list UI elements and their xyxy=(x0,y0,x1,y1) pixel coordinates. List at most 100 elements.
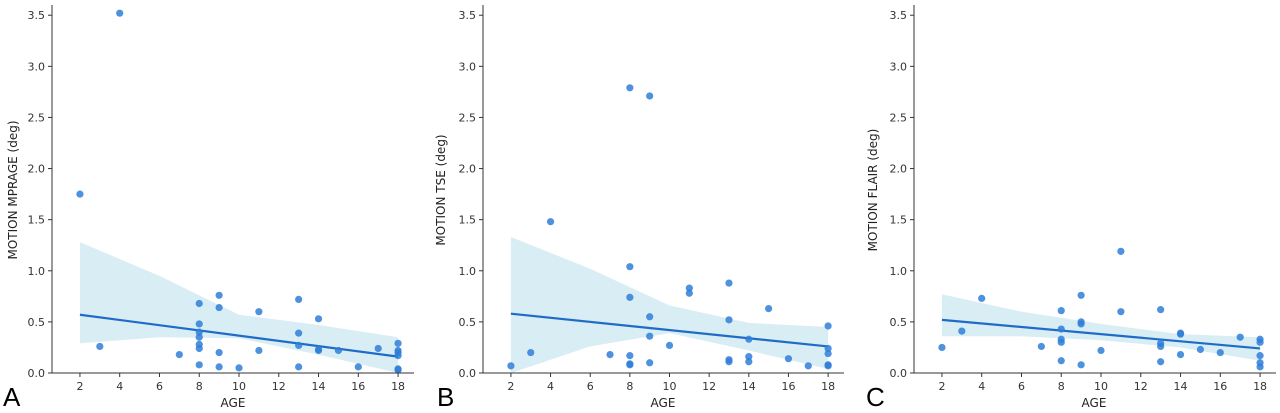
data-point xyxy=(824,362,832,370)
x-tick-label: 2 xyxy=(507,380,514,393)
data-point xyxy=(626,84,634,92)
data-point xyxy=(295,363,303,371)
x-tick-label: 12 xyxy=(702,380,716,393)
panel-letter: C xyxy=(866,382,885,412)
panel-a: MOTION MPRAGE (deg) AGE A 0.0 0.5 1.0 1.5 2.… xyxy=(3,5,414,412)
data-point xyxy=(1117,247,1125,255)
y-axis-label: MOTION FLAIR (deg) xyxy=(866,129,880,252)
y-tick-label: 3.5 xyxy=(890,9,908,22)
y-tick-label: 0.0 xyxy=(890,367,908,380)
y-tick-label: 2.0 xyxy=(459,163,477,176)
y-tick-label: 1.0 xyxy=(28,265,46,278)
x-tick-label: 12 xyxy=(272,380,286,393)
data-point xyxy=(646,92,654,100)
y-tick-label: 0.5 xyxy=(28,316,46,329)
data-point xyxy=(685,289,693,297)
confidence-band xyxy=(79,242,399,373)
data-point xyxy=(1256,363,1264,371)
data-point xyxy=(1077,320,1085,328)
data-point xyxy=(1157,306,1165,314)
data-point xyxy=(725,279,733,287)
y-tick-label: 3.0 xyxy=(28,60,46,73)
x-tick-label: 14 xyxy=(1174,380,1188,393)
data-point xyxy=(1236,333,1244,341)
data-point xyxy=(824,349,832,358)
data-point xyxy=(394,366,402,374)
data-point xyxy=(255,308,263,316)
x-tick-label: 14 xyxy=(742,380,756,393)
data-point xyxy=(1157,358,1165,366)
data-point xyxy=(725,358,733,366)
x-tick-label: 4 xyxy=(978,380,985,393)
y-axis-label: MOTION TSE (deg) xyxy=(434,134,448,245)
y-tick-label: 2.0 xyxy=(28,163,46,176)
data-point xyxy=(745,335,753,343)
data-point xyxy=(1117,308,1125,316)
data-point xyxy=(314,315,323,323)
data-point xyxy=(804,362,812,370)
data-point xyxy=(1097,346,1105,355)
data-point xyxy=(195,333,203,341)
x-tick-label: 2 xyxy=(938,380,945,393)
data-point xyxy=(394,339,402,347)
y-tick-label: 2.5 xyxy=(28,111,46,124)
data-point xyxy=(215,348,223,357)
x-tick-label: 18 xyxy=(1253,380,1267,393)
x-tick-label: 8 xyxy=(1058,380,1065,393)
data-point xyxy=(116,9,124,17)
data-point xyxy=(354,363,362,371)
y-tick-label: 1.5 xyxy=(28,214,46,227)
x-tick-label: 18 xyxy=(821,380,835,393)
data-point xyxy=(334,346,343,355)
x-tick-label: 6 xyxy=(156,380,163,393)
y-tick-label: 3.0 xyxy=(459,60,477,73)
data-point xyxy=(745,358,753,366)
data-point xyxy=(295,341,303,349)
data-point xyxy=(626,263,634,271)
x-tick-label: 2 xyxy=(76,380,83,393)
data-point xyxy=(1077,361,1085,369)
y-tick-label: 1.0 xyxy=(459,265,477,278)
x-tick-label: 4 xyxy=(547,380,554,393)
data-point xyxy=(1077,291,1085,299)
y-tick-label: 1.0 xyxy=(890,265,908,278)
data-point xyxy=(978,294,986,302)
confidence-band xyxy=(510,237,829,373)
data-point xyxy=(195,361,203,369)
data-point xyxy=(546,218,555,226)
data-point xyxy=(507,362,515,370)
data-point xyxy=(76,190,84,198)
data-point xyxy=(1176,330,1185,338)
data-point xyxy=(938,343,946,352)
data-point xyxy=(255,346,263,355)
data-point xyxy=(685,284,693,292)
x-tick-label: 16 xyxy=(351,380,365,393)
y-tick-label: 1.5 xyxy=(890,214,908,227)
panel-letter: B xyxy=(437,382,454,412)
data-point xyxy=(527,348,535,357)
data-point xyxy=(626,352,634,360)
data-point xyxy=(295,295,303,303)
data-point xyxy=(646,332,654,340)
data-point xyxy=(1216,348,1224,357)
data-point xyxy=(725,316,733,324)
data-point xyxy=(606,351,614,359)
data-point xyxy=(1196,345,1205,354)
y-tick-label: 2.5 xyxy=(890,111,908,124)
x-tick-label: 4 xyxy=(116,380,123,393)
data-point xyxy=(1057,338,1065,346)
x-tick-label: 16 xyxy=(1213,380,1227,393)
data-point xyxy=(665,341,674,349)
y-tick-label: 1.5 xyxy=(459,214,477,227)
data-point xyxy=(394,352,402,360)
x-tick-label: 10 xyxy=(232,380,246,393)
data-point xyxy=(824,322,832,330)
x-tick-label: 6 xyxy=(587,380,594,393)
data-point xyxy=(646,313,654,321)
data-point xyxy=(215,291,223,299)
data-point xyxy=(295,329,303,337)
data-point xyxy=(626,361,634,369)
y-tick-label: 3.5 xyxy=(459,9,477,22)
y-tick-label: 0.0 xyxy=(459,367,477,380)
regression-line xyxy=(941,318,1261,350)
